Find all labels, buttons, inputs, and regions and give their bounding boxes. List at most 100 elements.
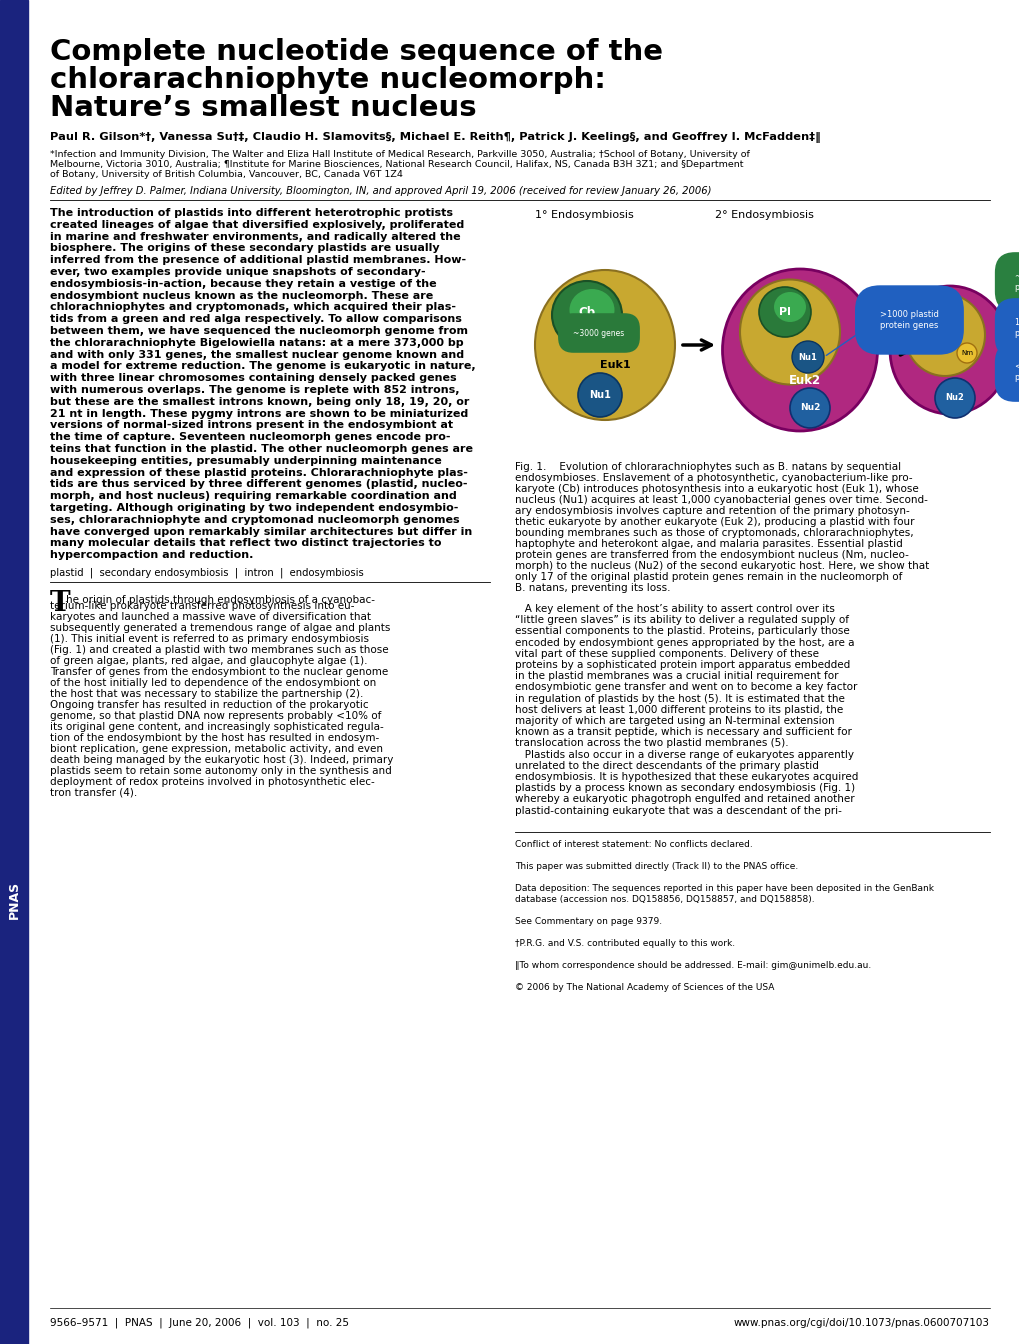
Text: Cb: Cb: [578, 305, 595, 319]
Ellipse shape: [930, 304, 956, 328]
Text: many molecular details that reflect two distinct trajectories to: many molecular details that reflect two …: [50, 539, 441, 548]
Text: subsequently generated a tremendous range of algae and plants: subsequently generated a tremendous rang…: [50, 624, 390, 633]
Text: essential components to the plastid. Proteins, particularly those: essential components to the plastid. Pro…: [515, 626, 849, 637]
Text: chlorarachniophyte nucleomorph:: chlorarachniophyte nucleomorph:: [50, 66, 605, 94]
Text: haptophyte and heterokont algae, and malaria parasites. Essential plastid: haptophyte and heterokont algae, and mal…: [515, 539, 902, 548]
Text: endosymbiosis. It is hypothesized that these eukaryotes acquired: endosymbiosis. It is hypothesized that t…: [515, 771, 858, 782]
Text: and expression of these plastid proteins. Chlorarachniophyte plas-: and expression of these plastid proteins…: [50, 468, 468, 477]
Ellipse shape: [551, 281, 622, 349]
Text: endosymbiotic gene transfer and went on to become a key factor: endosymbiotic gene transfer and went on …: [515, 683, 857, 692]
Text: host delivers at least 1,000 different proteins to its plastid, the: host delivers at least 1,000 different p…: [515, 704, 843, 715]
Text: <1000 plastid
protein genes: <1000 plastid protein genes: [1014, 363, 1019, 382]
Text: a model for extreme reduction. The genome is eukaryotic in nature,: a model for extreme reduction. The genom…: [50, 362, 475, 371]
Circle shape: [578, 374, 622, 417]
Text: The introduction of plastids into different heterotrophic protists: The introduction of plastids into differ…: [50, 208, 452, 218]
Text: housekeeping entities, presumably underpinning maintenance: housekeeping entities, presumably underp…: [50, 456, 441, 466]
Ellipse shape: [904, 294, 984, 376]
Text: targeting. Although originating by two independent endosymbio-: targeting. Although originating by two i…: [50, 503, 458, 513]
Text: whereby a eukaryotic phagotroph engulfed and retained another: whereby a eukaryotic phagotroph engulfed…: [515, 794, 854, 805]
Circle shape: [791, 341, 823, 374]
Text: tron transfer (4).: tron transfer (4).: [50, 788, 138, 798]
Text: Ongoing transfer has resulted in reduction of the prokaryotic: Ongoing transfer has resulted in reducti…: [50, 700, 368, 710]
Text: between them, we have sequenced the nucleomorph genome from: between them, we have sequenced the nucl…: [50, 327, 468, 336]
Text: Nm: Nm: [960, 349, 972, 356]
Text: versions of normal-sized introns present in the endosymbiont at: versions of normal-sized introns present…: [50, 421, 452, 430]
Text: Euk1: Euk1: [599, 360, 630, 370]
Text: database (accession nos. DQ158856, DQ158857, and DQ158858).: database (accession nos. DQ158856, DQ158…: [515, 895, 814, 903]
Text: translocation across the two plastid membranes (5).: translocation across the two plastid mem…: [515, 738, 788, 749]
Text: only 17 of the original plastid protein genes remain in the nucleomorph of: only 17 of the original plastid protein …: [515, 573, 902, 582]
Text: created lineages of algae that diversified explosively, proliferated: created lineages of algae that diversifi…: [50, 220, 464, 230]
Text: hypercompaction and reduction.: hypercompaction and reduction.: [50, 550, 253, 560]
Text: Paul R. Gilson*†, Vanessa Su†‡, Claudio H. Slamovits§, Michael E. Reith¶, Patric: Paul R. Gilson*†, Vanessa Su†‡, Claudio …: [50, 132, 820, 142]
Text: karyote (Cb) introduces photosynthesis into a eukaryotic host (Euk 1), whose: karyote (Cb) introduces photosynthesis i…: [515, 484, 918, 495]
Text: the time of capture. Seventeen nucleomorph genes encode pro-: the time of capture. Seventeen nucleomor…: [50, 433, 450, 442]
Text: Melbourne, Victoria 3010, Australia; ¶Institute for Marine Biosciences, National: Melbourne, Victoria 3010, Australia; ¶In…: [50, 160, 743, 169]
Text: A key element of the host’s ability to assert control over its: A key element of the host’s ability to a…: [515, 603, 835, 614]
Text: inferred from the presence of additional plastid membranes. How-: inferred from the presence of additional…: [50, 255, 466, 265]
Text: Plastids also occur in a diverse range of eukaryotes apparently: Plastids also occur in a diverse range o…: [515, 750, 853, 759]
Text: plastid  |  secondary endosymbiosis  |  intron  |  endosymbiosis: plastid | secondary endosymbiosis | intr…: [50, 569, 364, 578]
Text: the host that was necessary to stabilize the partnership (2).: the host that was necessary to stabilize…: [50, 689, 363, 699]
Ellipse shape: [721, 269, 876, 431]
Text: teins that function in the plastid. The other nucleomorph genes are: teins that function in the plastid. The …: [50, 444, 473, 454]
Text: Transfer of genes from the endosymbiont to the nuclear genome: Transfer of genes from the endosymbiont …: [50, 667, 388, 677]
Text: 17 plastid
protein genes: 17 plastid protein genes: [1014, 319, 1019, 337]
Text: of Botany, University of British Columbia, Vancouver, BC, Canada V6T 1Z4: of Botany, University of British Columbi…: [50, 169, 403, 179]
Text: Euk2: Euk2: [788, 374, 820, 387]
Text: chlorachniophytes and cryptomonads, which acquired their plas-: chlorachniophytes and cryptomonads, whic…: [50, 302, 455, 312]
Text: Pl: Pl: [933, 314, 945, 325]
Ellipse shape: [890, 286, 1009, 414]
Text: plastids by a process known as secondary endosymbiosis (Fig. 1): plastids by a process known as secondary…: [515, 784, 854, 793]
Text: †P.R.G. and V.S. contributed equally to this work.: †P.R.G. and V.S. contributed equally to …: [515, 939, 735, 948]
Text: Fig. 1.    Evolution of chlorarachniophytes such as B. natans by sequential: Fig. 1. Evolution of chlorarachniophytes…: [515, 462, 900, 472]
Text: and with only 331 genes, the smallest nuclear genome known and: and with only 331 genes, the smallest nu…: [50, 349, 464, 360]
Text: biosphere. The origins of these secondary plastids are usually: biosphere. The origins of these secondar…: [50, 243, 439, 254]
Text: Pl: Pl: [779, 306, 790, 317]
Text: plastid-containing eukaryote that was a descendant of the pri-: plastid-containing eukaryote that was a …: [515, 805, 841, 816]
Text: Nu2: Nu2: [799, 403, 819, 413]
Text: Complete nucleotide sequence of the: Complete nucleotide sequence of the: [50, 38, 662, 66]
Text: 21 nt in length. These pygmy introns are shown to be miniaturized: 21 nt in length. These pygmy introns are…: [50, 409, 468, 418]
Text: tids from a green and red alga respectively. To allow comparisons: tids from a green and red alga respectiv…: [50, 314, 462, 324]
Text: endosymbioses. Enslavement of a photosynthetic, cyanobacterium-like pro-: endosymbioses. Enslavement of a photosyn…: [515, 473, 912, 482]
Text: © 2006 by The National Academy of Sciences of the USA: © 2006 by The National Academy of Scienc…: [515, 982, 773, 992]
Text: bounding membranes such as those of cryptomonads, chlorarachniophytes,: bounding membranes such as those of cryp…: [515, 528, 913, 538]
Text: Nu1: Nu1: [589, 390, 610, 401]
Text: tids are thus serviced by three different genomes (plastid, nucleo-: tids are thus serviced by three differen…: [50, 480, 467, 489]
Text: B. natans, preventing its loss.: B. natans, preventing its loss.: [515, 583, 669, 593]
Text: endosymbiosis-in-action, because they retain a vestige of the: endosymbiosis-in-action, because they re…: [50, 278, 436, 289]
Text: *Infection and Immunity Division, The Walter and Eliza Hall Institute of Medical: *Infection and Immunity Division, The Wa…: [50, 151, 749, 159]
Text: unrelated to the direct descendants of the primary plastid: unrelated to the direct descendants of t…: [515, 761, 818, 771]
Text: Edited by Jeffrey D. Palmer, Indiana University, Bloomington, IN, and approved A: Edited by Jeffrey D. Palmer, Indiana Uni…: [50, 185, 711, 196]
Text: ~57 plastid
protein genes: ~57 plastid protein genes: [1014, 273, 1019, 292]
Text: tion of the endosymbiont by the host has resulted in endosym-: tion of the endosymbiont by the host has…: [50, 732, 379, 743]
Text: with numerous overlaps. The genome is replete with 852 introns,: with numerous overlaps. The genome is re…: [50, 384, 459, 395]
Text: thetic eukaryote by another eukaryote (Euk 2), producing a plastid with four: thetic eukaryote by another eukaryote (E…: [515, 517, 914, 527]
Text: majority of which are targeted using an N-terminal extension: majority of which are targeted using an …: [515, 716, 834, 726]
Text: known as a transit peptide, which is necessary and sufficient for: known as a transit peptide, which is nec…: [515, 727, 851, 738]
Ellipse shape: [917, 298, 961, 341]
Text: PNAS: PNAS: [7, 880, 20, 919]
Circle shape: [790, 388, 829, 427]
Text: deployment of redox proteins involved in photosynthetic elec-: deployment of redox proteins involved in…: [50, 777, 374, 788]
Text: Nature’s smallest nucleus: Nature’s smallest nucleus: [50, 94, 476, 122]
Ellipse shape: [569, 289, 613, 331]
Text: of the host initially led to dependence of the endosymbiont on: of the host initially led to dependence …: [50, 677, 376, 688]
Ellipse shape: [535, 270, 675, 419]
Text: in regulation of plastids by the host (5). It is estimated that the: in regulation of plastids by the host (5…: [515, 694, 844, 704]
Text: in the plastid membranes was a crucial initial requirement for: in the plastid membranes was a crucial i…: [515, 671, 838, 681]
Text: protein genes are transferred from the endosymbiont nucleus (Nm, nucleo-: protein genes are transferred from the e…: [515, 550, 908, 560]
Ellipse shape: [758, 288, 810, 337]
Text: ary endosymbiosis involves capture and retention of the primary photosyn-: ary endosymbiosis involves capture and r…: [515, 505, 909, 516]
Circle shape: [934, 378, 974, 418]
Text: See Commentary on page 9379.: See Commentary on page 9379.: [515, 917, 661, 926]
Text: Nu2: Nu2: [945, 394, 964, 402]
Text: ‖To whom correspondence should be addressed. E-mail: gim@unimelb.edu.au.: ‖To whom correspondence should be addres…: [515, 961, 870, 970]
Text: Conflict of interest statement: No conflicts declared.: Conflict of interest statement: No confl…: [515, 840, 752, 849]
Text: ses, chlorarachniophyte and cryptomonad nucleomorph genomes: ses, chlorarachniophyte and cryptomonad …: [50, 515, 460, 524]
Text: he origin of plastids through endosymbiosis of a cyanobac-: he origin of plastids through endosymbio…: [66, 595, 375, 605]
Text: the chlorarachniophyte Bigelowiella natans: at a mere 373,000 bp: the chlorarachniophyte Bigelowiella nata…: [50, 337, 464, 348]
Text: Data deposition: The sequences reported in this paper have been deposited in the: Data deposition: The sequences reported …: [515, 884, 933, 892]
Text: genome, so that plastid DNA now represents probably <10% of: genome, so that plastid DNA now represen…: [50, 711, 381, 720]
